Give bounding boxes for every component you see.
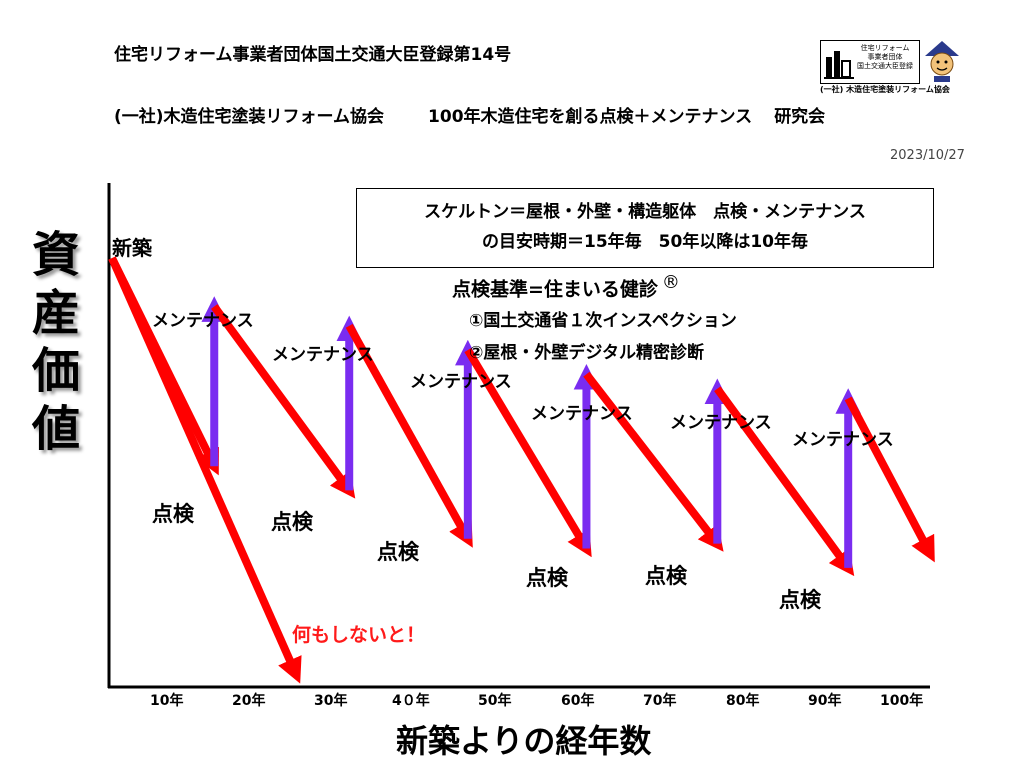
logo-text: 住宅リフォーム 事業者団体 国土交通大臣登録 — [857, 44, 913, 70]
criteria-item-2: ②屋根・外壁デジタル精密診断 — [469, 343, 705, 363]
registered-mark: ® — [661, 272, 680, 293]
x-tick-label: 4０年 — [392, 693, 430, 709]
inspection-standard-title: 点検基準=住まいる健診 — [452, 278, 658, 301]
x-axis-label: 新築よりの経年数 — [396, 722, 652, 760]
inspection-label: 点検 — [645, 564, 687, 588]
inspection-label: 点検 — [377, 540, 419, 564]
do-nothing-warning: 何もしないと！ — [292, 624, 426, 646]
inspection-label: 点検 — [271, 510, 313, 534]
x-tick-label: 90年 — [808, 693, 842, 709]
association-name: (一社)木造住宅塗装リフォーム協会 — [114, 107, 385, 127]
logo-caption: (一社) 木造住宅塗装リフォーム協会 — [820, 85, 950, 94]
maintenance-label: メンテナンス — [410, 372, 512, 392]
study-group-suffix: 研究会 — [774, 107, 826, 127]
logo-badge: 住宅リフォーム 事業者団体 国土交通大臣登録 — [820, 40, 920, 84]
document-date: 2023/10/27 — [890, 148, 965, 163]
x-tick-label: 50年 — [478, 693, 512, 709]
info-line-1: スケルトン＝屋根・外壁・構造躯体 点検・メンテナンス — [424, 202, 866, 222]
chart-axes — [107, 183, 930, 689]
x-tick-label: 30年 — [314, 693, 348, 709]
house-icon — [824, 51, 854, 79]
value-decline-arrow — [714, 386, 855, 577]
inspection-cycle-box: スケルトン＝屋根・外壁・構造躯体 点検・メンテナンス の目安時期＝15年毎 50… — [356, 188, 934, 268]
study-group-title: 100年木造住宅を創る点検＋メンテナンス — [428, 107, 753, 127]
value-decline-arrow — [211, 304, 356, 499]
maintenance-label: メンテナンス — [531, 404, 633, 424]
y-axis-label: 資産価値 — [31, 227, 80, 457]
maintenance-label: メンテナンス — [152, 311, 254, 331]
maintenance-label: メンテナンス — [670, 413, 772, 433]
maintenance-label: メンテナンス — [792, 430, 894, 450]
mascot-icon — [925, 41, 959, 82]
criteria-item-1: ①国土交通省１次インスペクション — [469, 311, 737, 331]
association-logo: 住宅リフォーム 事業者団体 国土交通大臣登録 (一社) 木造住宅塗装リフォーム協… — [820, 40, 976, 94]
x-tick-label: 70年 — [643, 693, 677, 709]
value-decline-arrow — [345, 323, 473, 548]
value-decline-arrow — [108, 256, 219, 476]
inspection-label: 点検 — [152, 502, 194, 526]
inspection-label: 点検 — [779, 588, 821, 612]
x-tick-label: 20年 — [232, 693, 266, 709]
x-tick-label: 10年 — [150, 693, 184, 709]
x-tick-label: 60年 — [561, 693, 595, 709]
x-tick-label: 100年 — [880, 693, 924, 709]
header-line: (一社)木造住宅塗装リフォーム協会 100年木造住宅を創る点検＋メンテナンス 研究会 — [114, 102, 825, 127]
new-build-label: 新築 — [112, 236, 152, 260]
info-line-2: の目安時期＝15年毎 50年以降は10年毎 — [482, 232, 808, 252]
x-tick-label: 80年 — [726, 693, 760, 709]
value-decline-arrow — [583, 371, 724, 552]
registration-text: 住宅リフォーム事業者団体国土交通大臣登録第14号 — [114, 45, 512, 65]
maintenance-label: メンテナンス — [272, 345, 374, 365]
value-decline-arrow — [464, 347, 592, 558]
value-decline-arrow — [844, 396, 935, 563]
inspection-standard: 点検基準=住まいる健診 ® — [452, 272, 680, 301]
inspection-label: 点検 — [526, 566, 568, 590]
